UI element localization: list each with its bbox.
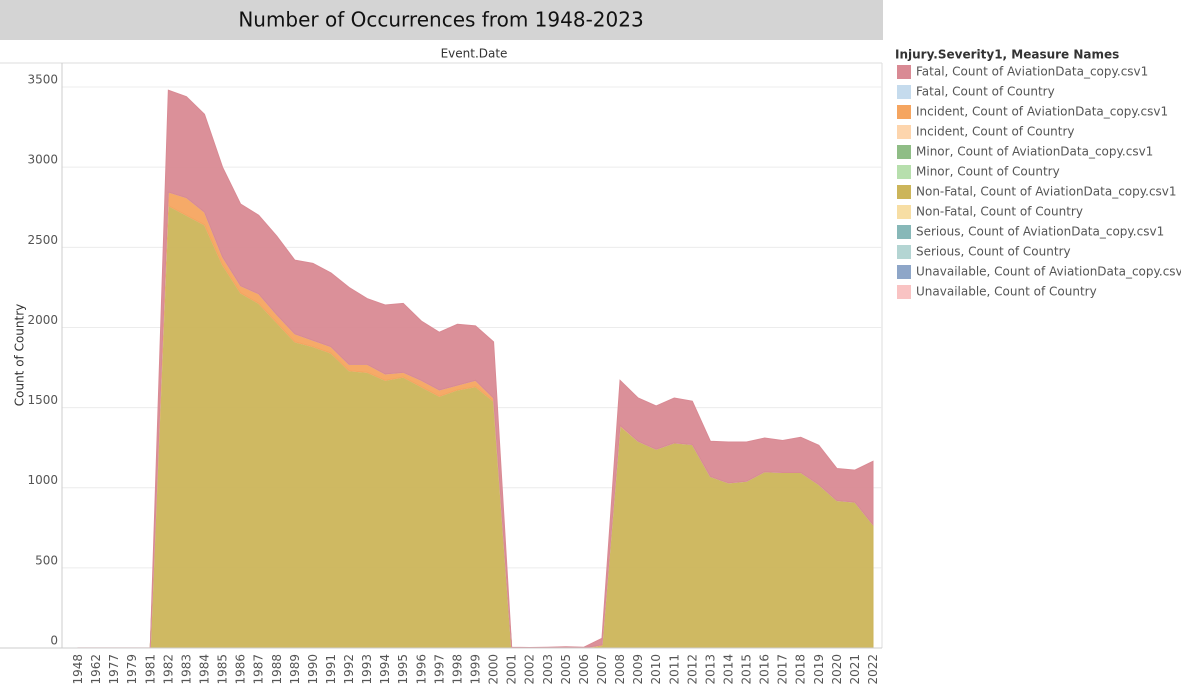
legend-swatch	[897, 85, 911, 99]
x-tick-label: 1998	[450, 654, 464, 685]
legend-label: Minor, Count of Country	[916, 165, 1060, 179]
legend-label: Non-Fatal, Count of Country	[916, 205, 1083, 219]
x-tick-label: 1992	[342, 654, 356, 685]
x-tick-label: 1987	[252, 654, 266, 685]
x-tick-label: 2020	[830, 654, 844, 685]
x-tick-label: 2012	[685, 654, 699, 685]
x-tick-label: 1948	[71, 654, 85, 685]
x-tick-label: 2015	[740, 654, 754, 685]
x-tick-label: 2017	[776, 654, 790, 685]
x-tick-label: 1993	[360, 654, 374, 685]
column-header: Event.Date	[441, 47, 508, 61]
x-tick-label: 2002	[523, 654, 537, 685]
x-tick-label: 2013	[703, 654, 717, 685]
y-tick-label: 500	[35, 553, 58, 567]
x-tick-label: 2022	[866, 654, 880, 685]
x-tick-label: 1997	[432, 654, 446, 685]
x-tick-label: 2003	[541, 654, 555, 685]
x-tick-label: 1991	[324, 654, 338, 685]
chart-title: Number of Occurrences from 1948-2023	[238, 8, 643, 32]
legend-swatch	[897, 105, 911, 119]
x-tick-label: 2011	[667, 654, 681, 685]
x-tick-label: 2008	[613, 654, 627, 685]
y-axis-label: Count of Country	[13, 304, 27, 407]
area	[77, 89, 874, 649]
x-tick-label: 1962	[89, 654, 103, 685]
title-bar	[0, 0, 883, 40]
x-tick-label: 2016	[758, 654, 772, 685]
legend-label: Incident, Count of AviationData_copy.csv…	[916, 105, 1168, 119]
x-tick-label: 1985	[216, 654, 230, 685]
x-tick-label: 2001	[505, 654, 519, 685]
legend-swatch	[897, 125, 911, 139]
legend-label: Serious, Count of Country	[916, 245, 1071, 259]
legend-label: Minor, Count of AviationData_copy.csv1	[916, 145, 1153, 159]
legend-label: Unavailable, Count of Country	[916, 285, 1097, 299]
x-tick-label: 2019	[812, 654, 826, 685]
legend-label: Serious, Count of AviationData_copy.csv1	[916, 225, 1164, 239]
y-tick-label: 3000	[27, 153, 58, 167]
x-tick-label: 1988	[270, 654, 284, 685]
legend-label: Fatal, Count of AviationData_copy.csv1	[916, 65, 1148, 79]
x-tick-label: 2009	[631, 654, 645, 685]
y-tick-label: 2000	[27, 313, 58, 327]
y-tick-label: 1000	[27, 473, 58, 487]
x-tick-label: 2006	[577, 654, 591, 685]
x-tick-label: 2000	[487, 654, 501, 685]
y-tick-label: 0	[50, 634, 58, 648]
x-tick-label: 1981	[143, 654, 157, 685]
x-tick-label: 1989	[288, 654, 302, 685]
legend-swatch	[897, 265, 911, 279]
legend-swatch	[897, 165, 911, 179]
x-tick-label: 1983	[179, 654, 193, 685]
x-tick-label: 2010	[649, 654, 663, 685]
legend-label: Incident, Count of Country	[916, 125, 1075, 139]
x-tick-label: 1990	[306, 654, 320, 685]
x-tick-label: 1995	[396, 654, 410, 685]
x-tick-label: 2007	[595, 654, 609, 685]
y-tick-label: 1500	[27, 393, 58, 407]
legend-label: Unavailable, Count of AviationData_copy.…	[916, 265, 1181, 279]
legend-swatch	[897, 145, 911, 159]
x-tick-label: 2005	[559, 654, 573, 685]
y-tick-label: 2500	[27, 233, 58, 247]
x-tick-label: 1996	[414, 654, 428, 685]
area	[78, 204, 874, 649]
legend-title: Injury.Severity1, Measure Names	[895, 48, 1119, 62]
x-tick-label: 2018	[794, 654, 808, 685]
x-tick-label: 1982	[161, 654, 175, 685]
legend-swatch	[897, 245, 911, 259]
legend-swatch	[897, 205, 911, 219]
x-tick-label: 1977	[107, 654, 121, 685]
legend-swatch	[897, 285, 911, 299]
x-tick-label: 1999	[469, 654, 483, 685]
y-tick-label: 3500	[27, 73, 58, 87]
legend-swatch	[897, 225, 911, 239]
x-tick-label: 2021	[848, 654, 862, 685]
legend-label: Non-Fatal, Count of AviationData_copy.cs…	[916, 185, 1177, 199]
x-tick-label: 1994	[378, 654, 392, 685]
legend-label: Fatal, Count of Country	[916, 85, 1055, 99]
x-tick-label: 2014	[721, 654, 735, 685]
legend-swatch	[897, 185, 911, 199]
legend-swatch	[897, 65, 911, 79]
x-tick-label: 1986	[234, 654, 248, 685]
x-tick-label: 1984	[197, 654, 211, 685]
x-tick-label: 1979	[125, 654, 139, 685]
